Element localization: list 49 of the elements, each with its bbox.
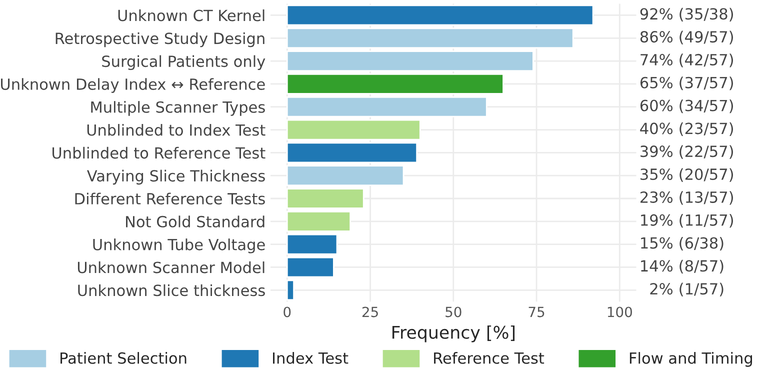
bar: [286, 165, 404, 186]
y-tick-label: Not Gold Standard: [126, 216, 264, 228]
text: 2% (1/57): [650, 282, 724, 296]
bar: [286, 256, 334, 278]
bar: [286, 142, 418, 164]
x-tick-label: 0: [284, 306, 291, 318]
y-tick-label: Varying Slice Thickness: [86, 170, 265, 185]
x-axis-title: Frequency [%]: [392, 325, 515, 342]
text: 39% (22/57): [640, 145, 733, 159]
text: 74% (42/57): [640, 54, 733, 68]
text: 14% (8/57): [641, 260, 724, 274]
y-tick-label: Retrospective Study Design: [56, 32, 264, 48]
text: 40% (23/57): [640, 122, 733, 136]
bar: [286, 188, 364, 209]
y-tick-label: Unknown Slice thickness: [78, 284, 265, 296]
y-tick-label: Unknown Tube Voltage: [93, 238, 265, 254]
y-tick-label: Unblinded to Reference Test: [52, 146, 266, 159]
y-tick-label: Unknown Scanner Model: [78, 261, 264, 274]
bar: [286, 74, 504, 94]
text: 65% (37/57): [640, 76, 733, 90]
x-tick-label: 100: [608, 306, 632, 318]
x-tick-label: 50: [446, 306, 462, 318]
bar: [286, 119, 421, 140]
text: 60% (34/57): [640, 99, 733, 114]
text: 19% (11/57): [641, 214, 733, 228]
bar: [286, 234, 338, 255]
legend-label: Reference Test: [434, 352, 544, 364]
text: 35% (20/57): [640, 168, 733, 182]
text: 23% (13/57): [640, 191, 733, 205]
bar: [286, 210, 352, 232]
x-tick-label: 25: [362, 306, 378, 318]
y-tick-label: Surgical Patients only: [102, 55, 266, 70]
y-tick-label: Different Reference Tests: [75, 192, 265, 205]
text: 86% (49/57): [640, 30, 733, 44]
text: 92% (35/38): [640, 8, 733, 22]
bar: [286, 4, 594, 26]
legend-label: Flow and Timing: [630, 352, 752, 367]
bar: [286, 96, 488, 118]
bar: [286, 50, 534, 72]
x-tick-label: 75: [528, 306, 544, 318]
y-tick-label: Multiple Scanner Types: [91, 101, 265, 116]
legend-label: Index Test: [273, 352, 348, 364]
y-tick-label: Unblinded to Index Test: [87, 124, 266, 136]
legend-label: Patient Selection: [60, 352, 186, 364]
y-tick-label: Unknown CT Kernel: [118, 9, 264, 22]
bar: [286, 28, 574, 49]
bar: [286, 280, 294, 301]
text: 15% (6/38): [641, 236, 724, 251]
y-tick-label: Unknown Delay Index ↔ Reference: [1, 78, 265, 93]
